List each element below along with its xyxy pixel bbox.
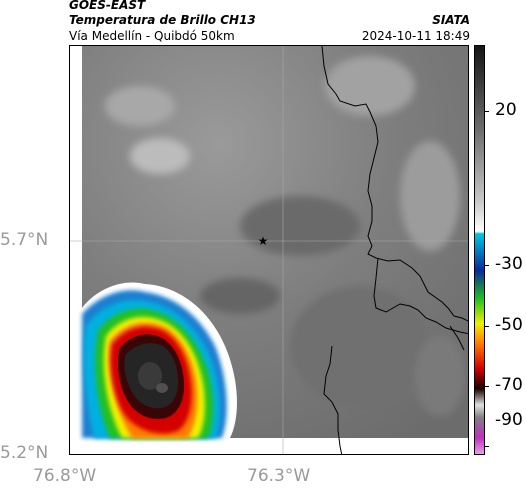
colorbar-label: 20 — [495, 100, 517, 120]
map-canvas: ★ — [70, 46, 468, 454]
brightness-temperature-map[interactable]: ★ — [69, 45, 469, 455]
colorbar-tick — [484, 386, 489, 387]
y-tick-label: 5.7°N — [0, 230, 49, 250]
colorbar-label: -50 — [495, 315, 523, 335]
colorbar-tick — [484, 111, 489, 112]
datetime-label: 2024-10-11 18:49 — [361, 29, 470, 43]
satellite-name: GOES-EAST — [69, 0, 146, 12]
colorbar-label: -30 — [495, 254, 523, 274]
y-tick-label: 5.2°N — [0, 443, 49, 463]
department-border — [321, 46, 468, 454]
star-icon: ★ — [258, 234, 269, 248]
colorbar-label: -90 — [495, 410, 523, 430]
route-subtitle: Vía Medellín - Quibdó 50km — [69, 29, 235, 43]
temperature-colorbar — [474, 45, 485, 455]
graticule — [70, 46, 468, 454]
x-tick-label: 76.8°W — [33, 466, 97, 486]
colorbar-tick — [484, 326, 489, 327]
organization-label: SIATA — [432, 13, 470, 27]
storm-cell — [82, 282, 237, 438]
colorbar-tick — [484, 265, 489, 266]
product-title: Temperatura de Brillo CH13 — [69, 13, 256, 27]
x-tick-label: 76.3°W — [247, 466, 311, 486]
colorbar-tick — [484, 446, 489, 447]
colorbar-label: -70 — [495, 375, 523, 395]
